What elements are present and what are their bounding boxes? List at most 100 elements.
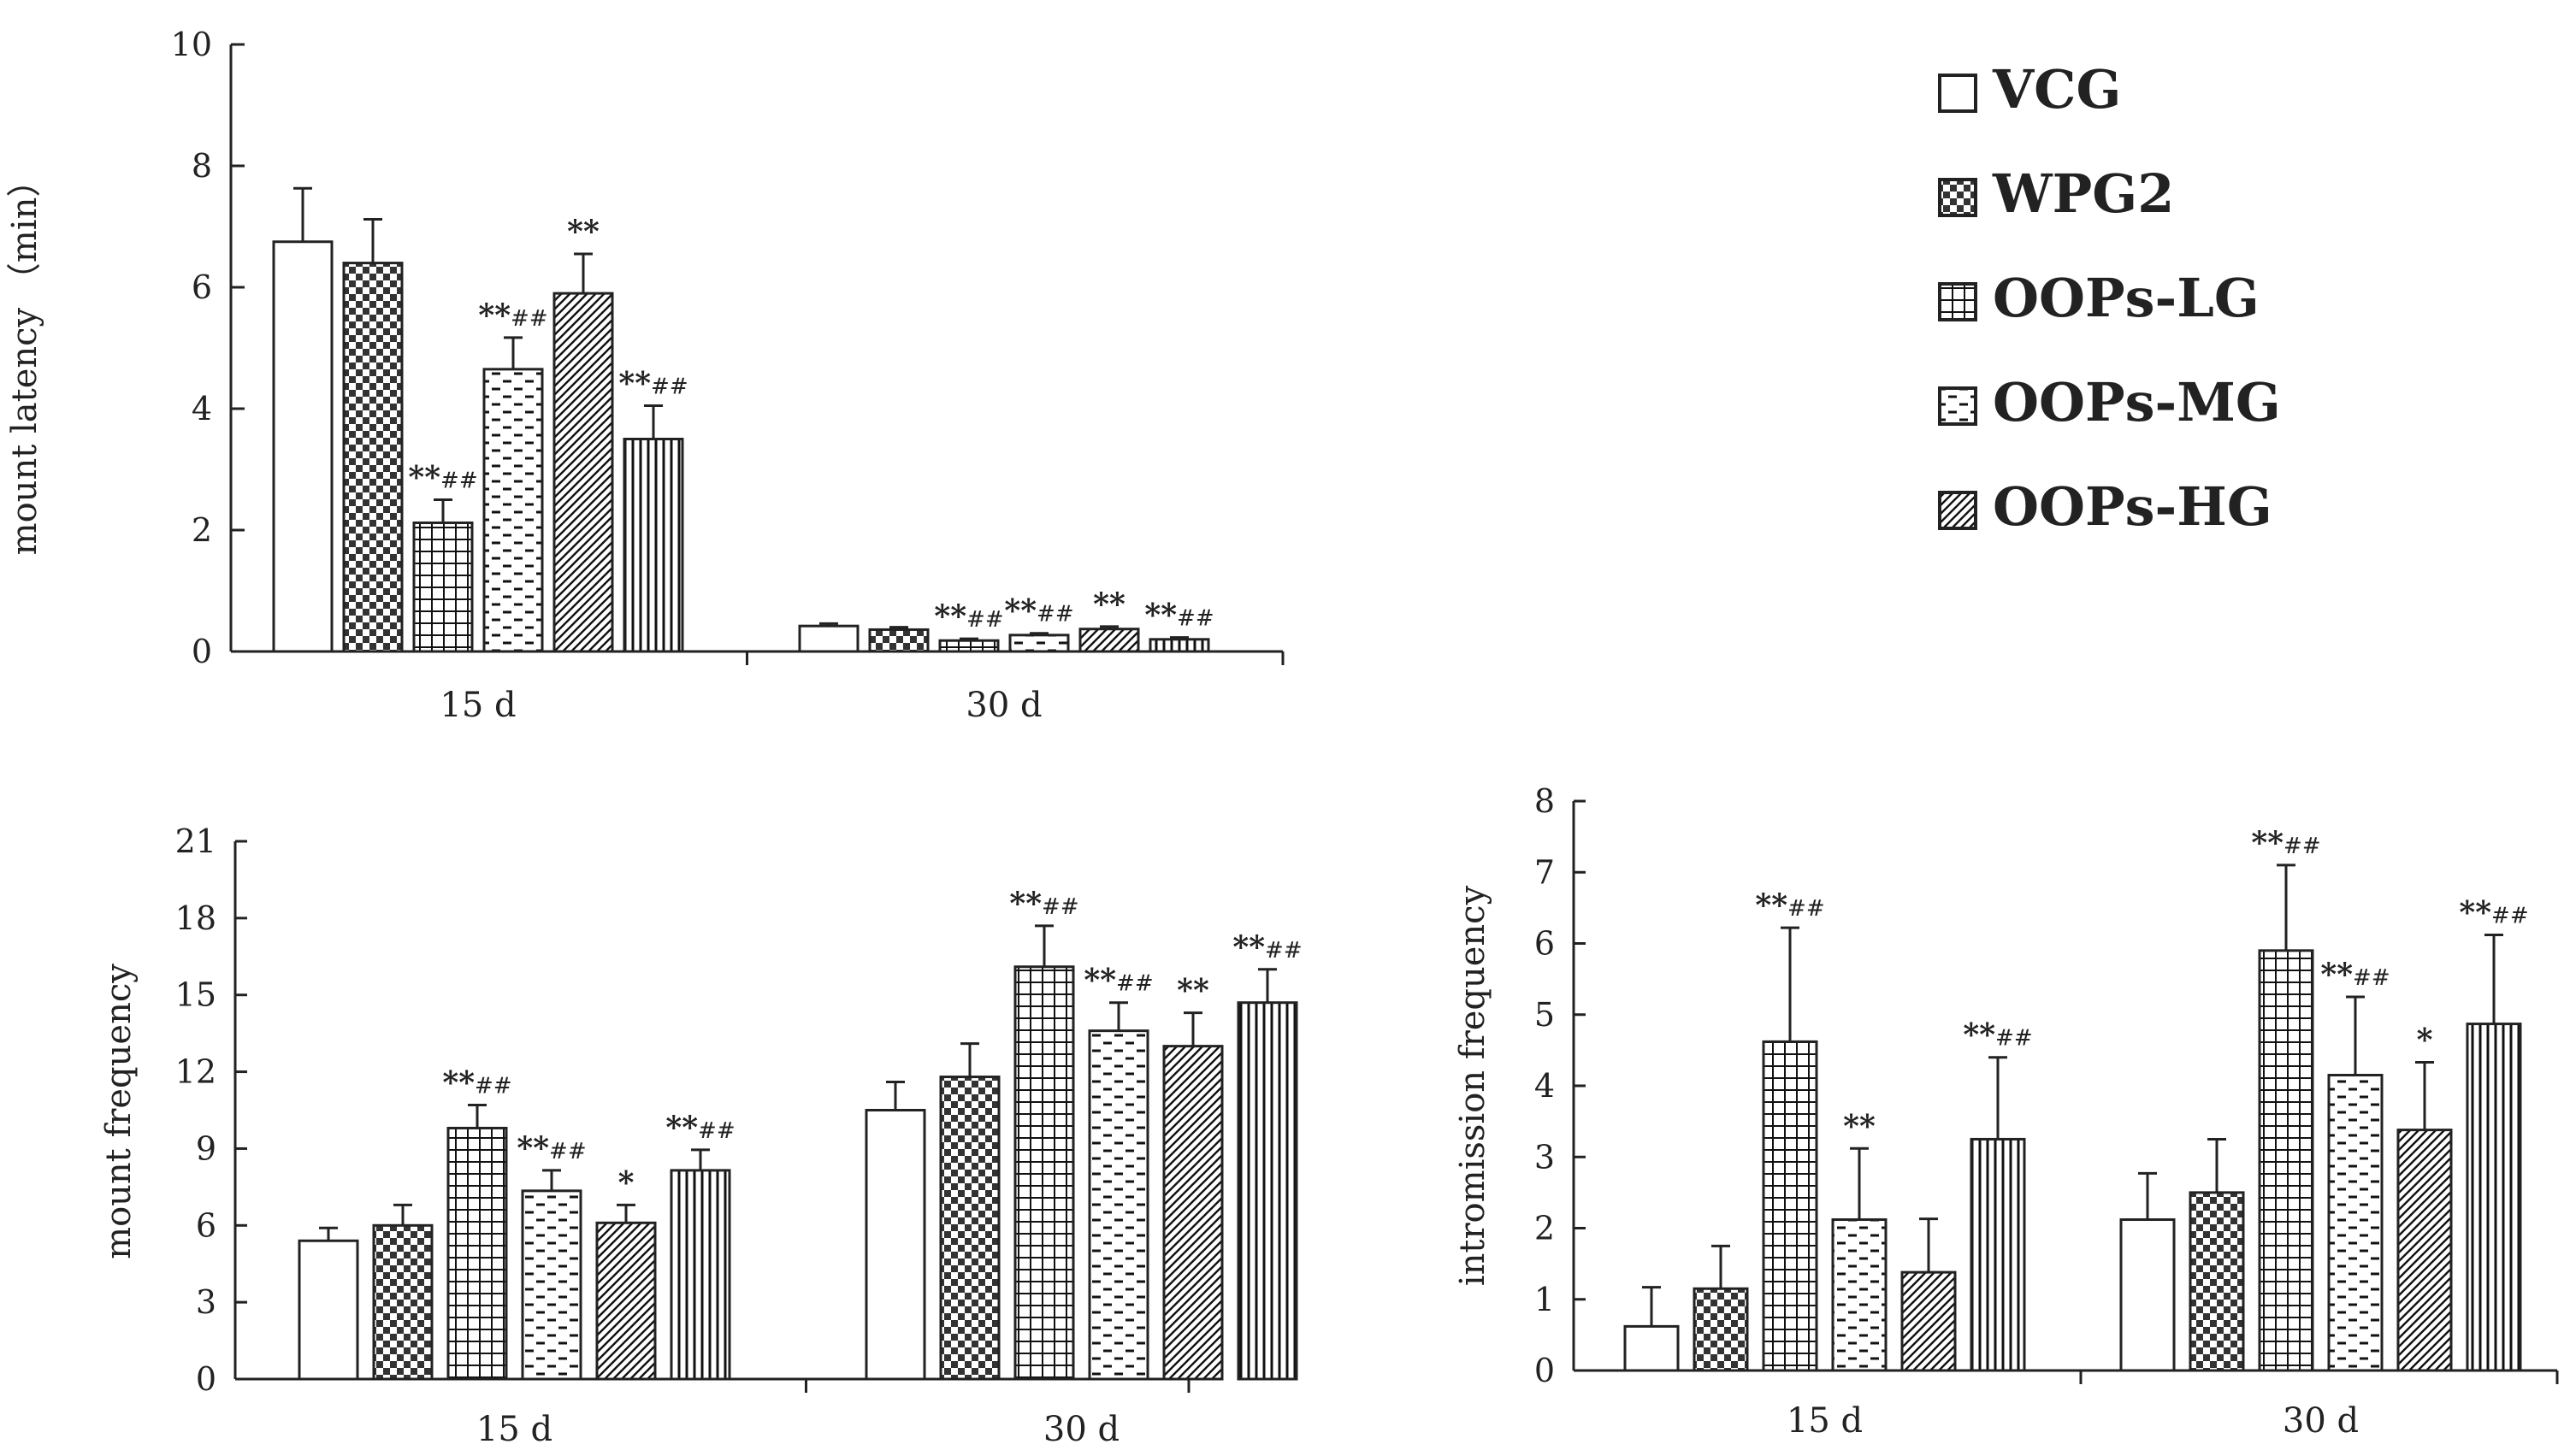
mount-latency-bar-oops-mg-15-d xyxy=(482,368,544,653)
mount-frequency-category-label: 15 d xyxy=(476,1410,552,1449)
mount-frequency-significance-label: **## xyxy=(1009,886,1078,922)
intromission-frequency-y-tick-label: 4 xyxy=(1534,1067,1555,1105)
intromission-frequency-significance-label: * xyxy=(2417,1023,2433,1058)
intromission-frequency-significance-label: **## xyxy=(1755,887,1824,923)
mount-frequency-y-tick-label: 6 xyxy=(196,1206,216,1244)
intromission-frequency-y-tick-label: 7 xyxy=(1534,853,1555,891)
mount-latency-y-axis-label: mount latency （min） xyxy=(5,163,44,556)
mount-latency-significance-label: ** xyxy=(1093,587,1125,622)
mount-frequency-significance-label: **## xyxy=(442,1065,511,1101)
legend-label-oops-mg: OOPs-MG xyxy=(1993,371,2281,433)
mount-frequency-bar-wpg2-30-d xyxy=(939,1076,1001,1381)
mount-frequency-significance-label: **## xyxy=(1084,963,1153,999)
mount-latency-significance-label: **## xyxy=(1144,598,1214,634)
mount-frequency-y-tick-label: 9 xyxy=(196,1129,216,1167)
mount-frequency-y-axis-label: mount frequency xyxy=(99,964,139,1259)
mount-frequency-significance-label: **## xyxy=(1232,929,1302,965)
intromission-frequency-bar-wpg2-15-d xyxy=(1693,1287,1749,1372)
mount-latency-y-tick-label: 4 xyxy=(192,390,212,427)
mount-latency-bar-wpg2-15-d xyxy=(342,262,404,653)
mount-latency-bar-vlines-30-d xyxy=(1149,638,1210,653)
intromission-frequency-chart: 0 1 2 3 4 5 6 7 8 intromission frequency **## ** **#… xyxy=(1453,782,2559,1441)
mount-latency-bar-oops-mg-30-d xyxy=(1008,634,1070,653)
intromission-frequency-bar-oops-hg-15-d xyxy=(1900,1270,1957,1372)
intromission-frequency-bar-vcg-15-d xyxy=(1623,1324,1680,1372)
mount-latency-bar-oops-lg-30-d xyxy=(938,639,1000,653)
mount-frequency-bar-oops-mg-15-d xyxy=(521,1189,582,1381)
mount-latency-bar-wpg2-30-d xyxy=(868,628,930,653)
mount-frequency-category-label: 30 d xyxy=(1043,1410,1120,1449)
legend-label-oops-lg: OOPs-LG xyxy=(1993,267,2260,329)
intromission-frequency-category-label: 15 d xyxy=(1787,1401,1863,1441)
legend: VCG WPG2 OOPs-LG OOPs-MG OOPs-HG xyxy=(1938,58,2281,538)
mount-frequency-y-tick-label: 15 xyxy=(175,976,216,1014)
intromission-frequency-bar-vlines-15-d xyxy=(1970,1137,2026,1372)
mount-frequency-bar-oops-hg-30-d xyxy=(1162,1045,1224,1381)
intromission-frequency-significance-label: **## xyxy=(2459,895,2528,931)
intromission-frequency-y-tick-label: 2 xyxy=(1534,1210,1555,1247)
mount-latency-bar-oops-lg-15-d xyxy=(412,521,474,653)
intromission-frequency-category-label: 30 d xyxy=(2283,1401,2359,1441)
legend-swatch-oops-mg xyxy=(1938,386,1977,426)
mount-frequency-bar-vlines-15-d xyxy=(670,1169,731,1381)
mount-latency-y-tick-label: 8 xyxy=(192,147,212,185)
mount-latency-significance-label: **## xyxy=(618,365,688,401)
mount-latency-y-tick-label: 10 xyxy=(171,26,212,63)
mount-frequency-bar-vlines-30-d xyxy=(1237,1001,1298,1381)
mount-frequency-bar-oops-lg-30-d xyxy=(1013,965,1075,1381)
mount-latency-y-tick-label: 6 xyxy=(192,268,212,306)
mount-frequency-y-tick-label: 18 xyxy=(175,899,216,937)
legend-label-wpg2: WPG2 xyxy=(1992,162,2174,225)
intromission-frequency-significance-label: **## xyxy=(2251,825,2320,861)
legend-swatch-oops-lg xyxy=(1938,282,1977,321)
mount-frequency-y-tick-label: 0 xyxy=(196,1360,216,1398)
intromission-frequency-significance-label: ** xyxy=(1843,1108,1876,1144)
mount-frequency-y-tick-label: 21 xyxy=(175,822,216,860)
mount-frequency-significance-label: **## xyxy=(665,1110,735,1146)
intromission-frequency-significance-label: **## xyxy=(2320,957,2390,993)
intromission-frequency-bar-oops-hg-30-d xyxy=(2396,1129,2453,1372)
intromission-frequency-bar-oops-mg-15-d xyxy=(1831,1218,1888,1372)
mount-frequency-significance-label: **## xyxy=(517,1130,586,1166)
intromission-frequency-y-tick-label: 1 xyxy=(1534,1281,1555,1318)
mount-frequency-bar-vcg-30-d xyxy=(865,1109,926,1381)
mount-latency-significance-label: **## xyxy=(1004,593,1073,629)
mount-frequency-y-tick-label: 3 xyxy=(196,1283,216,1321)
mount-latency-bar-vlines-15-d xyxy=(623,438,684,653)
intromission-frequency-bar-wpg2-30-d xyxy=(2189,1191,2245,1372)
mount-latency-category-label: 30 d xyxy=(966,686,1042,725)
mount-frequency-y-tick-label: 12 xyxy=(175,1053,216,1091)
legend-swatch-oops-hg xyxy=(1938,491,1977,530)
mount-latency-significance-label: **## xyxy=(934,598,1003,634)
intromission-frequency-significance-label: **## xyxy=(1963,1017,2032,1053)
intromission-frequency-y-tick-label: 6 xyxy=(1534,925,1555,963)
mount-latency-significance-label: ** xyxy=(567,214,600,250)
intromission-frequency-y-tick-label: 5 xyxy=(1534,996,1555,1034)
mount-latency-bar-vcg-15-d xyxy=(272,240,334,653)
mount-latency-bar-oops-hg-30-d xyxy=(1078,628,1140,653)
mount-frequency-significance-label: ** xyxy=(1177,973,1209,1009)
intromission-frequency-y-tick-label: 8 xyxy=(1534,782,1555,820)
mount-frequency-significance-label: * xyxy=(618,1164,635,1200)
mount-latency-bar-vcg-30-d xyxy=(798,624,860,653)
intromission-frequency-bar-oops-lg-30-d xyxy=(2258,949,2314,1372)
legend-label-vcg: VCG xyxy=(1992,58,2121,121)
mount-frequency-bar-oops-lg-15-d xyxy=(446,1126,508,1381)
mount-frequency-bar-oops-hg-15-d xyxy=(595,1221,657,1381)
legend-label-oops-hg: OOPs-HG xyxy=(1993,475,2272,538)
legend-swatch-vcg xyxy=(1938,74,1977,113)
mount-latency-category-label: 15 d xyxy=(440,686,516,725)
legend-swatch-wpg2 xyxy=(1938,178,1977,217)
intromission-frequency-y-tick-label: 0 xyxy=(1534,1352,1555,1389)
intromission-frequency-bar-oops-lg-15-d xyxy=(1762,1040,1818,1372)
mount-latency-y-tick-label: 0 xyxy=(192,633,212,670)
mount-frequency-bar-wpg2-15-d xyxy=(372,1223,434,1381)
mount-frequency-bar-oops-mg-30-d xyxy=(1088,1029,1149,1381)
mount-latency-significance-label: **## xyxy=(478,298,547,333)
intromission-frequency-y-tick-label: 3 xyxy=(1534,1138,1555,1176)
mount-frequency-bar-vcg-15-d xyxy=(298,1239,359,1381)
mount-latency-bar-oops-hg-15-d xyxy=(552,292,614,653)
